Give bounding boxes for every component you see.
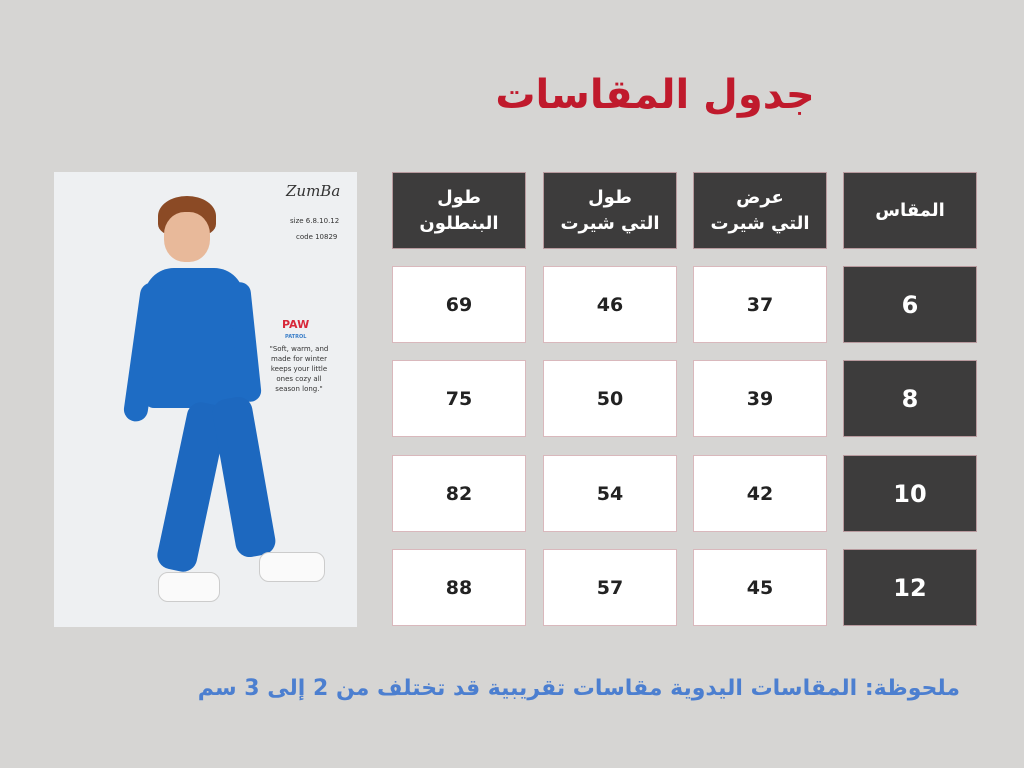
header-shirt-length: طول التي شيرت — [543, 172, 677, 249]
header-shirt-width: عرض التي شيرت — [693, 172, 827, 249]
size-cell: 10 — [843, 455, 977, 532]
pants-length-cell: 82 — [392, 455, 526, 532]
header-size: المقاس — [843, 172, 977, 249]
shirt-length-cell: 54 — [543, 455, 677, 532]
shirt-length-cell: 50 — [543, 360, 677, 437]
pants-length-cell: 69 — [392, 266, 526, 343]
size-text: size 6.8.10.12 — [290, 217, 340, 225]
width-cell: 42 — [693, 455, 827, 532]
width-cell: 45 — [693, 549, 827, 626]
size-cell: 12 — [843, 549, 977, 626]
header-label: المقاس — [875, 199, 945, 221]
header-label: طول — [588, 186, 632, 208]
brand-logo: ZumBa — [286, 182, 341, 200]
pants-length-cell: 88 — [392, 549, 526, 626]
shirt-length-cell: 57 — [543, 549, 677, 626]
width-cell: 37 — [693, 266, 827, 343]
header-label: عرض — [736, 186, 784, 208]
size-cell: 8 — [843, 360, 977, 437]
quote-text: "Soft, warm, and made for winter keeps y… — [269, 345, 329, 393]
size-cell: 6 — [843, 266, 977, 343]
header-label: البنطلون — [419, 212, 499, 234]
page-title: جدول المقاسات — [495, 72, 815, 118]
shirt-length-cell: 46 — [543, 266, 677, 343]
width-cell: 39 — [693, 360, 827, 437]
header-pants-length: طول البنطلون — [392, 172, 526, 249]
product-photo: ZumBa size 6.8.10.12 code 10829 PAW PATR… — [54, 172, 357, 627]
header-label: التي شيرت — [710, 212, 810, 234]
pants-length-cell: 75 — [392, 360, 526, 437]
code-text: code 10829 — [296, 233, 338, 241]
header-label: طول — [437, 186, 481, 208]
paw-logo: PAW — [282, 318, 310, 331]
measurement-note: ملحوظة: المقاسات اليدوية مقاسات تقريبية … — [197, 676, 960, 701]
header-label: التي شيرت — [560, 212, 660, 234]
patrol-logo: PATROL — [285, 334, 307, 340]
